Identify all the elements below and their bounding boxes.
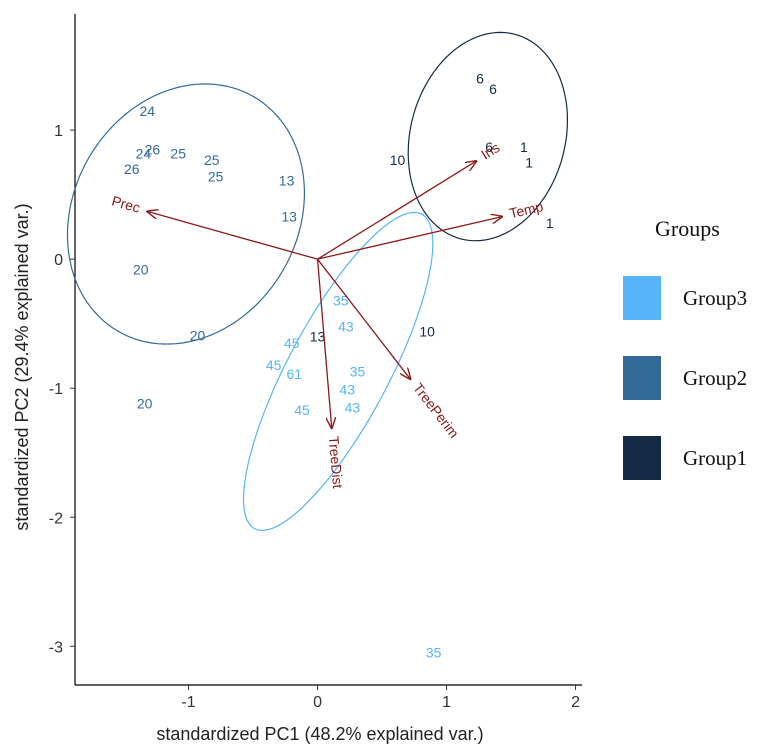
data-point-label: 45 <box>284 335 300 351</box>
loading-arrow-treeperim <box>317 258 411 379</box>
data-point-label: 25 <box>204 152 220 168</box>
loading-arrows: Prec Ins Temp TreePerim TreeDist <box>110 139 545 489</box>
ellipse-group2 <box>66 83 305 345</box>
data-point-label: 43 <box>345 400 361 416</box>
loading-arrow-treedist <box>316 259 332 428</box>
y-tick-label: 0 <box>54 252 63 269</box>
x-tick-label: -1 <box>181 694 195 711</box>
data-point-label: 43 <box>338 318 354 334</box>
legend-label: Group3 <box>683 286 747 310</box>
y-tick-label: 1 <box>54 123 63 140</box>
group-ellipses <box>66 31 569 532</box>
data-point-label: 35 <box>350 363 366 379</box>
data-point-label: 6 <box>485 139 493 155</box>
legend-title: Groups <box>655 216 720 241</box>
ellipse-group1 <box>407 31 569 242</box>
data-point-label: 20 <box>190 327 206 343</box>
legend-label: Group2 <box>683 366 747 390</box>
data-point-label: 35 <box>426 645 442 661</box>
data-point-label: 13 <box>281 209 297 225</box>
data-point-label: 26 <box>145 141 161 157</box>
data-point-label: 61 <box>287 366 303 382</box>
data-point-label: 24 <box>139 103 155 119</box>
data-point-label: 26 <box>124 161 140 177</box>
legend: Groups Group3 Group2 Group1 <box>623 216 747 480</box>
legend-swatch-group2 <box>623 356 661 400</box>
data-point-label: 6 <box>476 71 484 87</box>
data-point-label: 1 <box>525 154 533 170</box>
ellipse-group3 <box>242 211 434 532</box>
data-point-label: 25 <box>170 145 186 161</box>
data-point-label: 6 <box>489 81 497 97</box>
data-point-label: 10 <box>419 323 435 339</box>
data-point-label: 45 <box>266 357 282 373</box>
x-tick-label: 0 <box>313 694 322 711</box>
loading-label: Prec <box>110 193 142 216</box>
x-tick-label: 2 <box>571 694 580 711</box>
data-point-label: 10 <box>390 152 406 168</box>
loading-label: Temp <box>508 198 545 221</box>
data-point-label: 45 <box>294 402 310 418</box>
y-tick-label: -3 <box>49 639 63 656</box>
data-point-label: 24 <box>136 145 152 161</box>
y-tick-label: -1 <box>49 381 63 398</box>
loading-arrow-prec <box>147 211 318 260</box>
legend-label: Group1 <box>683 446 747 470</box>
data-point-label: 20 <box>133 261 149 277</box>
y-axis-title: standardized PC2 (29.4% explained var.) <box>12 203 32 530</box>
loading-label: TreePerim <box>410 380 462 441</box>
loading-label: TreeDist <box>326 435 346 489</box>
data-point-label: 13 <box>310 329 326 345</box>
loading-arrow-temp <box>317 217 502 260</box>
data-point-label: 43 <box>339 382 355 398</box>
loading-arrow-ins <box>317 161 477 260</box>
y-tick-label: -2 <box>49 510 63 527</box>
data-point-label: 13 <box>279 172 295 188</box>
data-point-label: 1 <box>546 215 554 231</box>
axes: -1 0 1 210-1-2-3 <box>49 14 582 711</box>
data-point-label: 35 <box>333 292 349 308</box>
x-axis-title: standardized PC1 (48.2% explained var.) <box>156 724 483 744</box>
legend-swatch-group3 <box>623 276 661 320</box>
x-tick-label: 1 <box>442 694 451 711</box>
legend-swatch-group1 <box>623 436 661 480</box>
data-point-label: 20 <box>137 396 153 412</box>
data-point-label: 1 <box>520 139 528 155</box>
data-point-label: 25 <box>208 169 224 185</box>
loading-label: Ins <box>478 139 502 162</box>
